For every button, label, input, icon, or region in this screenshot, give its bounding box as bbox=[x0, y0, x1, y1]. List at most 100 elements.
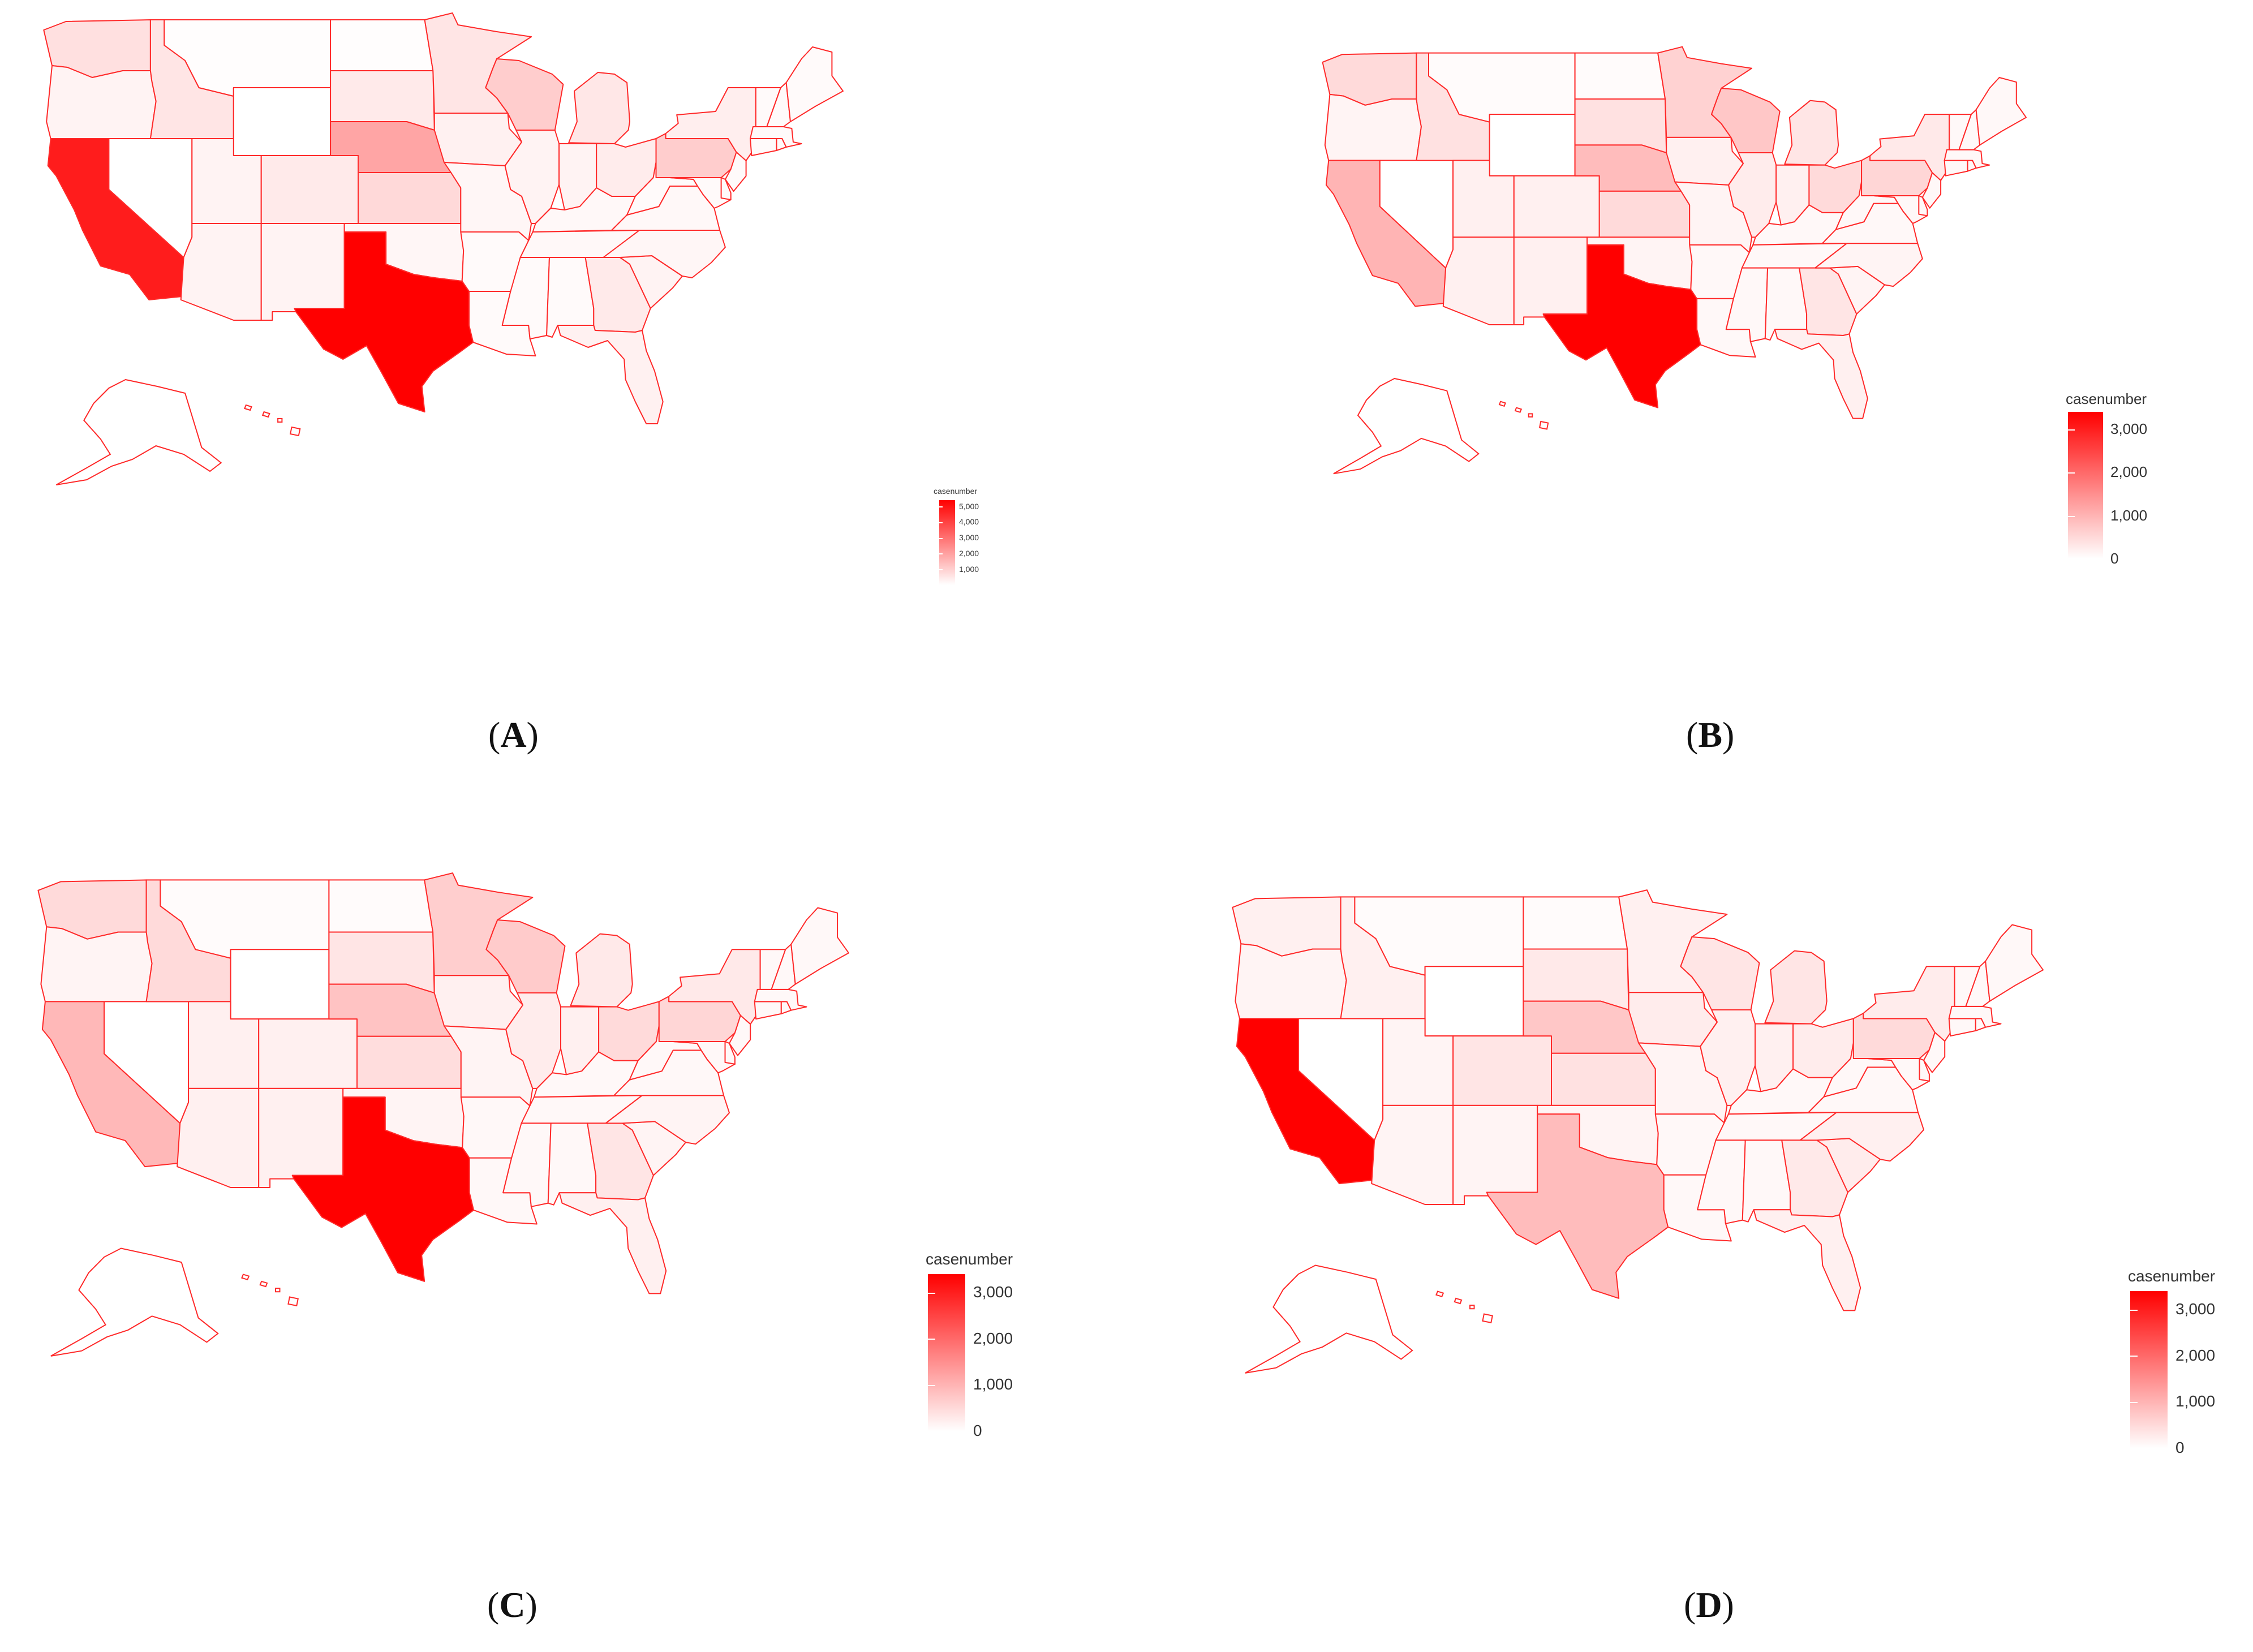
state-nh bbox=[771, 944, 796, 990]
legend-tick-mark bbox=[928, 1385, 936, 1387]
state-de bbox=[1918, 195, 1928, 217]
state-pa bbox=[1861, 155, 1933, 196]
legend-tick-label: 2,000 bbox=[973, 1329, 1013, 1347]
state-mi bbox=[1764, 950, 1828, 1025]
legend-tick-mark bbox=[939, 506, 943, 508]
us-map-c bbox=[37, 872, 849, 1357]
state-or bbox=[1235, 943, 1347, 1019]
state-hi-island-2 bbox=[277, 418, 283, 423]
state-tx bbox=[294, 231, 474, 412]
state-ak bbox=[50, 1247, 219, 1357]
legend-tick-label: 0 bbox=[2110, 550, 2119, 567]
state-fl bbox=[558, 1192, 667, 1294]
legend-tick-mark bbox=[2068, 515, 2075, 517]
state-me bbox=[790, 907, 849, 985]
state-nm bbox=[260, 223, 345, 321]
state-pa bbox=[1852, 1013, 1936, 1059]
state-co bbox=[1513, 175, 1600, 238]
state-hi-island-1 bbox=[1538, 420, 1549, 430]
state-ms bbox=[501, 257, 550, 339]
state-hi-island-2 bbox=[1469, 1305, 1475, 1310]
caption-d: (D) bbox=[1684, 1585, 1734, 1625]
legend-tick-mark bbox=[2068, 472, 2075, 474]
map-panel-b: casenumber 3,000 2,000 1,000 0 (B) bbox=[1126, 0, 2253, 826]
state-hi-island-3 bbox=[1454, 1297, 1463, 1305]
state-nj bbox=[1921, 172, 1942, 209]
state-ct bbox=[750, 138, 777, 156]
state-nd bbox=[328, 879, 434, 933]
legend-tick-label: 2,000 bbox=[959, 549, 979, 558]
legend-colorbar-a bbox=[939, 500, 955, 585]
legend-tick-mark bbox=[2068, 429, 2075, 431]
state-ia bbox=[1628, 992, 1718, 1047]
state-ms bbox=[502, 1122, 552, 1207]
legend-title-b: casenumber bbox=[2066, 390, 2147, 407]
state-az bbox=[1442, 236, 1515, 325]
legend-tick-mark bbox=[928, 1292, 936, 1294]
legend-tick-label: 1,000 bbox=[2175, 1392, 2216, 1410]
legend-tick-mark bbox=[2130, 1402, 2138, 1404]
state-hi-island-3 bbox=[261, 411, 270, 418]
state-wy bbox=[230, 949, 330, 1020]
state-az bbox=[180, 223, 262, 321]
state-il bbox=[1700, 1009, 1756, 1106]
state-nd bbox=[1574, 52, 1666, 100]
state-hi-island-4 bbox=[1435, 1290, 1444, 1298]
state-mi bbox=[1784, 100, 1839, 166]
legend-b: casenumber 3,000 2,000 1,000 0 bbox=[2066, 390, 2179, 571]
legend-tick-label: 3,000 bbox=[959, 533, 979, 543]
legend-tick-label: 3,000 bbox=[2110, 420, 2148, 437]
state-ia bbox=[433, 113, 522, 166]
state-or bbox=[46, 65, 157, 139]
legend-colorbar-d bbox=[2130, 1291, 2168, 1448]
state-or bbox=[40, 926, 153, 1003]
state-ma bbox=[754, 988, 807, 1011]
legend-c: casenumber 3,000 2,000 1,000 0 bbox=[926, 1250, 1050, 1443]
state-ak bbox=[1333, 377, 1480, 475]
caption-b: (B) bbox=[1686, 715, 1735, 755]
state-me bbox=[785, 46, 844, 122]
state-co bbox=[260, 155, 359, 224]
state-ak bbox=[1245, 1264, 1413, 1374]
legend-a: casenumber 5,000 4,000 3,000 2,000 1,000 bbox=[934, 487, 1013, 588]
state-me bbox=[1975, 77, 2027, 146]
state-or bbox=[1324, 93, 1422, 161]
state-ks bbox=[356, 1035, 462, 1089]
us-map-a bbox=[43, 12, 844, 485]
state-ks bbox=[1551, 1052, 1656, 1106]
state-tx bbox=[291, 1096, 475, 1282]
state-nd bbox=[1523, 896, 1628, 950]
map-panel-d: casenumber 3,000 2,000 1,000 0 (D) bbox=[1126, 826, 2253, 1652]
state-tx bbox=[1486, 1113, 1669, 1299]
state-hi-island-4 bbox=[241, 1274, 250, 1281]
state-ms bbox=[1697, 1139, 1746, 1224]
legend-colorbar-b bbox=[2068, 412, 2103, 559]
state-ak bbox=[55, 378, 222, 485]
state-hi-island-2 bbox=[275, 1288, 281, 1293]
state-pa bbox=[658, 996, 741, 1042]
state-mi bbox=[570, 933, 633, 1008]
state-fl bbox=[1753, 1209, 1861, 1311]
us-map-b bbox=[1322, 46, 2027, 475]
state-de bbox=[724, 1041, 736, 1065]
legend-tick-label: 1,000 bbox=[959, 564, 979, 574]
state-nm bbox=[1452, 1104, 1538, 1205]
state-nh bbox=[766, 82, 791, 127]
state-ms bbox=[1725, 267, 1769, 342]
state-il bbox=[504, 130, 560, 224]
state-tx bbox=[1542, 244, 1701, 408]
state-hi-island-3 bbox=[259, 1280, 268, 1288]
legend-tick-label: 5,000 bbox=[959, 501, 979, 511]
caption-a: (A) bbox=[488, 715, 539, 755]
legend-tick-mark bbox=[2068, 559, 2075, 560]
state-nh bbox=[1965, 961, 1990, 1007]
state-az bbox=[1371, 1104, 1454, 1205]
state-fl bbox=[557, 325, 664, 424]
state-ia bbox=[433, 975, 523, 1030]
us-map-d bbox=[1232, 889, 2044, 1374]
state-hi-island-2 bbox=[1528, 413, 1533, 418]
legend-tick-label: 3,000 bbox=[973, 1283, 1013, 1301]
state-nh bbox=[1958, 109, 1981, 150]
state-nj bbox=[729, 1014, 751, 1056]
legend-tick-label: 4,000 bbox=[959, 517, 979, 527]
